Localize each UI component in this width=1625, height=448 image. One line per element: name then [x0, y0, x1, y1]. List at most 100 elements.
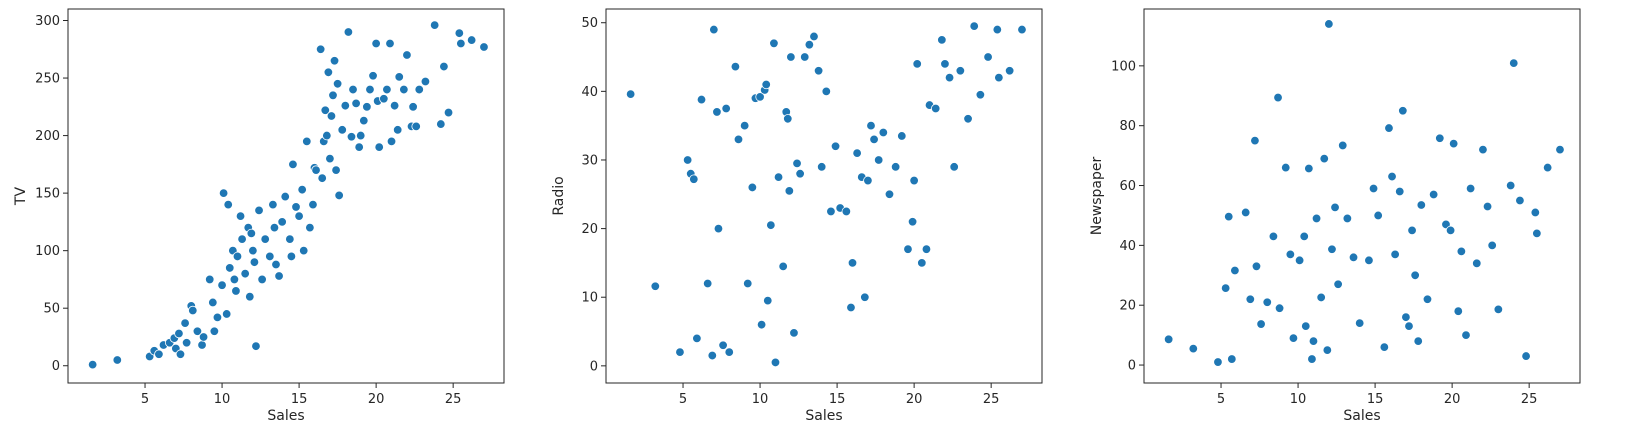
x-tick-label: 25 — [983, 392, 1000, 407]
data-point — [225, 263, 235, 273]
data-point — [456, 38, 466, 49]
data-point — [1410, 270, 1420, 280]
data-point — [921, 244, 932, 254]
data-point — [847, 258, 858, 268]
data-point — [890, 162, 901, 172]
data-point — [1390, 249, 1400, 260]
data-point — [1373, 210, 1383, 221]
data-point — [1017, 24, 1027, 35]
data-point — [813, 66, 824, 76]
data-point — [343, 27, 354, 37]
data-point — [800, 52, 810, 62]
data-point — [778, 261, 788, 272]
data-point — [1004, 66, 1015, 76]
data-point — [721, 103, 731, 114]
y-tick-label: 40 — [581, 85, 598, 100]
x-tick-label: 5 — [1217, 392, 1225, 407]
data-point — [1294, 255, 1305, 266]
data-point — [692, 333, 702, 344]
y-tick-label: 20 — [1119, 299, 1136, 314]
data-point — [1285, 249, 1296, 260]
data-point — [809, 31, 819, 42]
data-point — [1445, 225, 1456, 236]
data-point — [257, 274, 267, 285]
data-point — [1288, 333, 1299, 343]
data-point — [1333, 279, 1343, 289]
data-point — [351, 98, 361, 109]
x-tick-label: 15 — [1367, 392, 1384, 407]
data-point — [294, 211, 304, 221]
data-point — [789, 328, 799, 338]
data-point — [878, 127, 889, 138]
y-tick-label: 40 — [1119, 239, 1136, 254]
data-point — [1251, 261, 1262, 272]
y-axis-label: Newspaper — [1089, 156, 1105, 235]
data-point — [1308, 336, 1319, 346]
y-tick-label: 50 — [581, 16, 598, 31]
data-point — [1304, 163, 1314, 174]
data-point — [863, 175, 873, 186]
data-point — [291, 202, 301, 212]
data-point — [311, 165, 321, 175]
data-point — [354, 142, 364, 152]
y-tick-label: 250 — [35, 72, 60, 87]
x-tick-label: 25 — [1521, 392, 1538, 407]
x-tick-label: 5 — [679, 392, 687, 407]
data-point — [917, 258, 927, 268]
data-point — [804, 39, 815, 50]
data-point — [408, 102, 418, 112]
y-tick-label: 50 — [43, 302, 60, 317]
data-point — [846, 302, 856, 313]
data-point — [249, 257, 260, 267]
data-point — [320, 105, 330, 115]
data-point — [1268, 231, 1279, 242]
data-point — [1213, 357, 1223, 367]
data-point — [326, 111, 337, 121]
data-point — [739, 120, 750, 131]
data-point — [265, 251, 275, 262]
x-tick-label: 5 — [141, 392, 149, 407]
data-point — [696, 94, 707, 105]
data-point — [1342, 213, 1353, 224]
data-point — [192, 326, 203, 336]
data-point — [436, 119, 446, 129]
x-tick-label: 15 — [829, 392, 846, 407]
data-point — [743, 278, 753, 289]
data-point — [382, 84, 392, 95]
data-point — [302, 136, 312, 147]
data-point — [712, 107, 722, 117]
data-point — [386, 136, 397, 147]
data-point — [1301, 321, 1311, 331]
data-point — [650, 281, 661, 291]
data-point — [756, 319, 767, 330]
data-point — [466, 35, 477, 45]
data-point — [248, 245, 258, 256]
data-point — [730, 61, 741, 72]
x-tick-label: 10 — [1290, 392, 1307, 407]
data-point — [392, 125, 403, 135]
data-point — [1256, 319, 1266, 329]
data-point — [1472, 258, 1482, 269]
x-tick-label: 20 — [906, 392, 923, 407]
data-point — [1453, 306, 1463, 316]
data-point — [1515, 195, 1525, 206]
y-tick-label: 150 — [35, 187, 60, 202]
data-point — [707, 350, 718, 361]
data-point — [709, 24, 719, 35]
data-point — [1316, 292, 1326, 303]
data-point — [1487, 240, 1497, 251]
data-point — [285, 234, 295, 244]
data-point — [198, 332, 209, 342]
data-point — [1274, 303, 1285, 313]
data-point — [1330, 202, 1340, 213]
data-point — [112, 355, 123, 365]
x-tick-label: 10 — [752, 392, 769, 407]
data-point — [331, 165, 341, 175]
data-point — [429, 20, 440, 30]
y-tick-label: 100 — [1111, 59, 1136, 74]
data-point — [724, 347, 734, 357]
data-point — [909, 175, 919, 186]
data-point — [826, 206, 836, 217]
data-point — [217, 280, 227, 290]
